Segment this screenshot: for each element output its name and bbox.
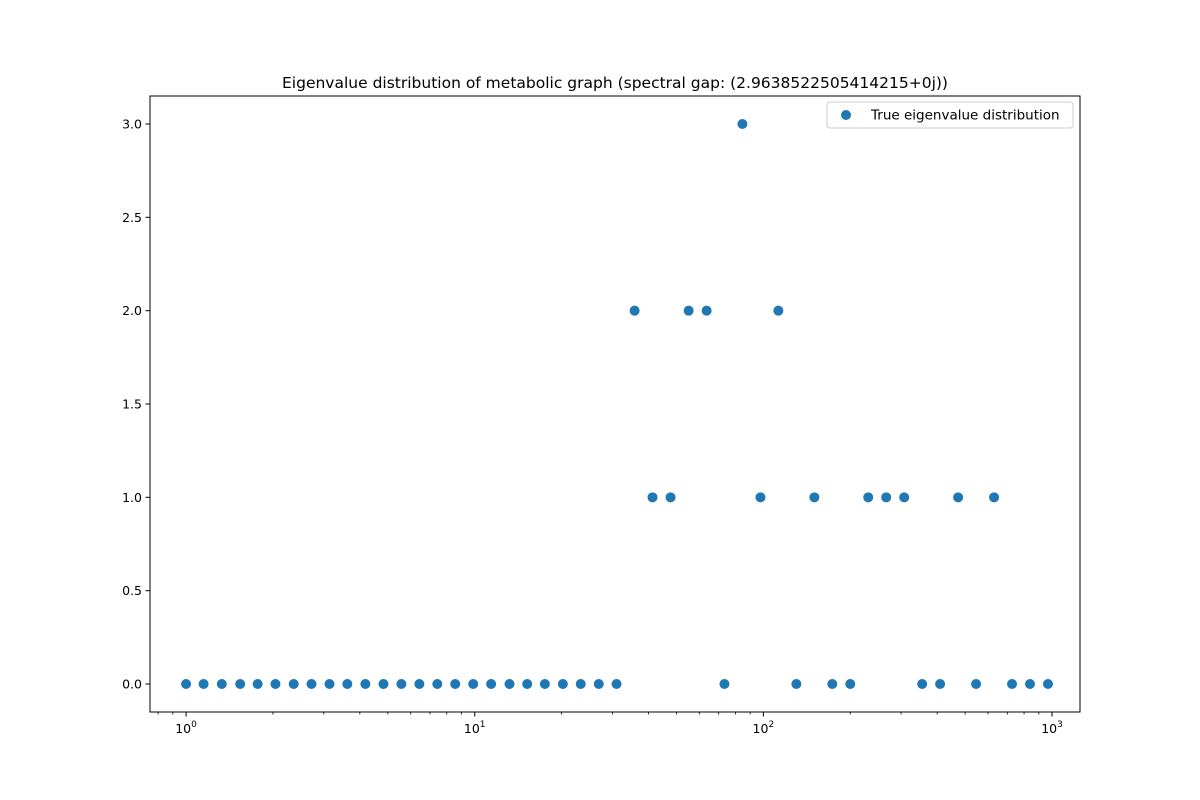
data-point-34 — [773, 305, 784, 316]
data-point-31 — [719, 679, 730, 689]
data-point-33 — [755, 492, 766, 503]
data-point-25 — [611, 679, 622, 689]
data-point-8 — [306, 679, 317, 689]
data-point-44 — [953, 492, 964, 503]
data-point-19 — [504, 679, 515, 689]
legend-box — [826, 101, 1074, 129]
data-point-35 — [791, 679, 802, 689]
y-tick-label: 1.0 — [122, 490, 142, 505]
data-point-5 — [252, 679, 263, 689]
x-tick-label: 103 — [1041, 720, 1063, 736]
x-tick-label: 102 — [753, 720, 775, 736]
data-point-18 — [486, 679, 497, 689]
data-point-6 — [270, 679, 281, 689]
data-point-15 — [432, 679, 443, 689]
y-tick-label: 2.5 — [122, 210, 142, 225]
data-point-1 — [181, 679, 192, 689]
data-point-13 — [396, 679, 407, 689]
data-point-2 — [198, 679, 209, 689]
data-point-21 — [539, 679, 550, 689]
x-tick-label: 100 — [175, 720, 197, 736]
x-axis: 100 101 102 103 — [157, 712, 1063, 736]
data-point-45 — [971, 679, 982, 689]
data-point-17 — [468, 679, 479, 689]
data-point-39 — [863, 492, 874, 503]
data-point-16 — [450, 679, 461, 689]
chart-title: Eigenvalue distribution of metabolic gra… — [282, 74, 948, 92]
y-tick-label: 3.0 — [122, 117, 142, 132]
data-point-11 — [360, 679, 371, 689]
data-point-14 — [414, 679, 425, 689]
data-point-27 — [647, 492, 658, 503]
data-point-46 — [989, 492, 1000, 503]
data-point-12 — [378, 679, 389, 689]
data-point-36 — [809, 492, 820, 503]
data-point-43 — [935, 679, 946, 689]
data-point-23 — [575, 679, 586, 689]
y-axis: 0.0 0.5 1.0 1.5 2.0 2.5 3.0 — [122, 117, 150, 692]
x-tick-label: 101 — [464, 720, 486, 736]
y-tick-label: 2.0 — [122, 303, 142, 318]
data-point-29 — [683, 305, 694, 316]
data-point-3 — [216, 679, 227, 689]
data-point-28 — [665, 492, 676, 503]
data-point-7 — [288, 679, 299, 689]
data-point-41 — [899, 492, 910, 503]
data-point-30 — [701, 305, 712, 316]
y-tick-label: 0.0 — [122, 677, 142, 692]
legend: True eigenvalue distribution — [826, 101, 1074, 129]
data-point-32 — [737, 119, 748, 129]
data-point-22 — [557, 679, 568, 689]
data-point-10 — [342, 679, 353, 689]
data-point-37 — [827, 679, 838, 689]
data-point-48 — [1025, 679, 1036, 689]
data-point-47 — [1007, 679, 1018, 689]
data-point-9 — [324, 679, 335, 689]
data-point-40 — [881, 492, 892, 503]
legend-label: True eigenvalue distribution — [870, 108, 1060, 124]
y-tick-label: 1.5 — [122, 397, 142, 412]
data-point-24 — [593, 679, 604, 689]
data-point-49 — [1042, 679, 1053, 689]
data-point-38 — [845, 679, 856, 689]
data-point-26 — [629, 305, 640, 316]
legend-marker — [841, 110, 851, 120]
data-point-4 — [235, 679, 246, 689]
data-points — [181, 119, 1053, 689]
y-tick-label: 0.5 — [122, 583, 142, 598]
data-point-42 — [917, 679, 928, 689]
data-point-20 — [522, 679, 533, 689]
